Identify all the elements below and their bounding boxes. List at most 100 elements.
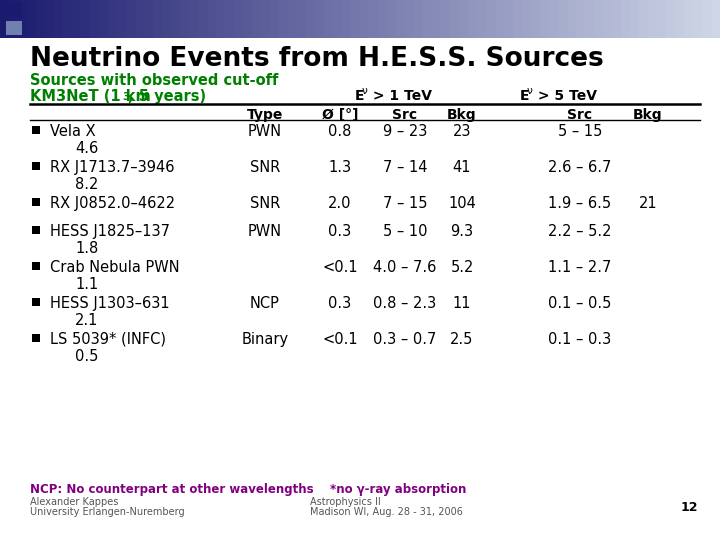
Text: > 5 TeV: > 5 TeV xyxy=(533,89,597,103)
Text: HESS J1303–631: HESS J1303–631 xyxy=(50,296,170,311)
Bar xyxy=(666,0,676,38)
Bar xyxy=(32,198,40,206)
Text: LS 5039* (INFC): LS 5039* (INFC) xyxy=(50,332,166,347)
Bar xyxy=(252,0,262,38)
Text: ν: ν xyxy=(362,86,368,96)
Bar xyxy=(117,0,127,38)
Bar xyxy=(72,0,82,38)
Text: 104: 104 xyxy=(448,196,476,211)
Bar xyxy=(504,0,514,38)
Text: HESS J1825–137: HESS J1825–137 xyxy=(50,224,170,239)
Bar xyxy=(585,0,595,38)
Text: RX J1713.7–3946: RX J1713.7–3946 xyxy=(50,160,174,175)
Bar xyxy=(207,0,217,38)
Text: 9 – 23: 9 – 23 xyxy=(383,124,427,139)
Text: 5 – 15: 5 – 15 xyxy=(558,124,602,139)
Text: Alexander Kappes: Alexander Kappes xyxy=(30,497,118,507)
Bar xyxy=(162,0,172,38)
Bar xyxy=(396,0,406,38)
Text: PWN: PWN xyxy=(248,224,282,239)
Text: 2.6 – 6.7: 2.6 – 6.7 xyxy=(549,160,612,175)
Bar xyxy=(432,0,442,38)
Bar xyxy=(639,0,649,38)
Bar xyxy=(360,0,370,38)
Text: 1.3: 1.3 xyxy=(328,160,351,175)
Bar xyxy=(711,0,720,38)
Bar xyxy=(567,0,577,38)
Bar xyxy=(243,0,253,38)
Bar xyxy=(99,0,109,38)
Text: Sources with observed cut-off: Sources with observed cut-off xyxy=(30,73,279,88)
Text: Astrophysics II: Astrophysics II xyxy=(310,497,381,507)
Bar xyxy=(423,0,433,38)
Text: 5.2: 5.2 xyxy=(450,260,474,275)
Bar xyxy=(549,0,559,38)
Bar xyxy=(126,0,136,38)
Bar xyxy=(450,0,460,38)
Bar xyxy=(81,0,91,38)
Bar xyxy=(144,0,154,38)
Bar xyxy=(648,0,658,38)
Text: 1.9 – 6.5: 1.9 – 6.5 xyxy=(549,196,611,211)
Bar xyxy=(27,0,37,38)
Text: 5 – 10: 5 – 10 xyxy=(383,224,427,239)
Bar xyxy=(675,0,685,38)
Text: 3: 3 xyxy=(122,92,130,102)
Bar xyxy=(441,0,451,38)
Text: 7 – 14: 7 – 14 xyxy=(383,160,427,175)
Bar xyxy=(135,0,145,38)
Bar xyxy=(189,0,199,38)
Bar xyxy=(198,0,208,38)
Bar xyxy=(522,0,532,38)
Bar xyxy=(32,126,40,134)
Bar xyxy=(6,21,22,35)
Bar xyxy=(657,0,667,38)
Text: 1.8: 1.8 xyxy=(75,241,98,256)
Bar xyxy=(45,0,55,38)
Text: PWN: PWN xyxy=(248,124,282,139)
Bar xyxy=(153,0,163,38)
Text: E: E xyxy=(355,89,364,103)
Bar xyxy=(468,0,478,38)
Text: > 1 TeV: > 1 TeV xyxy=(368,89,432,103)
Text: University Erlangen-Nuremberg: University Erlangen-Nuremberg xyxy=(30,507,184,517)
Text: NCP: NCP xyxy=(250,296,280,311)
Text: KM3NeT (1 km: KM3NeT (1 km xyxy=(30,89,150,104)
Text: Crab Nebula PWN: Crab Nebula PWN xyxy=(50,260,179,275)
Bar xyxy=(477,0,487,38)
Text: <0.1: <0.1 xyxy=(322,260,358,275)
Text: SNR: SNR xyxy=(250,160,280,175)
Bar xyxy=(0,0,10,38)
Bar xyxy=(32,262,40,270)
Text: 23: 23 xyxy=(453,124,472,139)
Text: Src: Src xyxy=(392,108,418,122)
Text: 0.1 – 0.3: 0.1 – 0.3 xyxy=(549,332,611,347)
Text: 0.3 – 0.7: 0.3 – 0.7 xyxy=(373,332,437,347)
Text: 1.1 – 2.7: 1.1 – 2.7 xyxy=(549,260,612,275)
Text: Bkg: Bkg xyxy=(633,108,663,122)
Bar xyxy=(558,0,568,38)
Text: 1.1: 1.1 xyxy=(75,277,98,292)
Bar xyxy=(261,0,271,38)
Bar xyxy=(180,0,190,38)
Bar xyxy=(279,0,289,38)
Bar xyxy=(621,0,631,38)
Bar xyxy=(693,0,703,38)
Bar xyxy=(171,0,181,38)
Bar xyxy=(351,0,361,38)
Text: Binary: Binary xyxy=(241,332,289,347)
Bar xyxy=(216,0,226,38)
Text: SNR: SNR xyxy=(250,196,280,211)
Bar xyxy=(32,162,40,170)
Text: 12: 12 xyxy=(680,501,698,514)
Bar xyxy=(63,0,73,38)
Bar xyxy=(513,0,523,38)
Bar xyxy=(540,0,550,38)
Bar xyxy=(702,0,712,38)
Bar xyxy=(369,0,379,38)
Bar xyxy=(32,298,40,306)
Bar xyxy=(288,0,298,38)
Bar xyxy=(630,0,640,38)
Bar xyxy=(90,0,100,38)
Text: 9.3: 9.3 xyxy=(451,224,474,239)
